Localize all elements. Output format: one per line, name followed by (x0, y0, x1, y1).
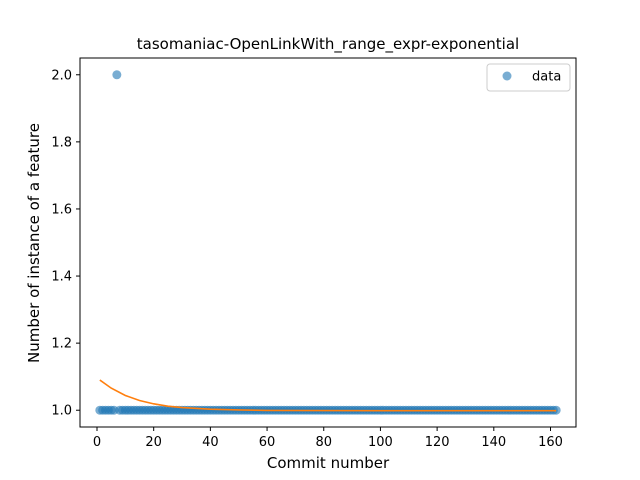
legend: data (486, 63, 571, 92)
y-tick-label: 1.2 (51, 337, 72, 352)
y-tick-label: 1.0 (51, 404, 72, 419)
legend-label-data: data (532, 70, 561, 85)
legend-marker-data (502, 71, 512, 81)
fit-line (99, 379, 557, 412)
y-tick-label: 1.8 (51, 135, 72, 150)
x-axis-title: Commit number (267, 454, 390, 472)
x-tick-label: 0 (93, 435, 101, 450)
x-tick-label: 120 (425, 435, 450, 450)
x-tick-label: 160 (538, 435, 563, 450)
axes-frame (79, 57, 577, 428)
x-tick-label: 40 (202, 435, 219, 450)
x-tick-label: 60 (259, 435, 276, 450)
y-axis-title: Number of instance of a feature (25, 123, 43, 363)
y-tick-label: 2.0 (51, 68, 72, 83)
x-axis: 0 20 40 60 80 100 120 140 160 (93, 427, 563, 450)
legend-box (486, 63, 571, 92)
x-tick-label: 140 (481, 435, 506, 450)
plot-area (95, 70, 561, 415)
chart-title: tasomaniac-OpenLinkWith_range_expr-expon… (137, 35, 519, 54)
x-tick-label: 20 (145, 435, 162, 450)
data-point (112, 70, 122, 80)
y-tick-label: 1.4 (51, 270, 72, 285)
y-tick-label: 1.6 (51, 202, 72, 217)
x-tick-label: 100 (368, 435, 393, 450)
x-tick-label: 80 (315, 435, 332, 450)
y-axis: 1.0 1.2 1.4 1.6 1.8 2.0 (51, 68, 80, 419)
